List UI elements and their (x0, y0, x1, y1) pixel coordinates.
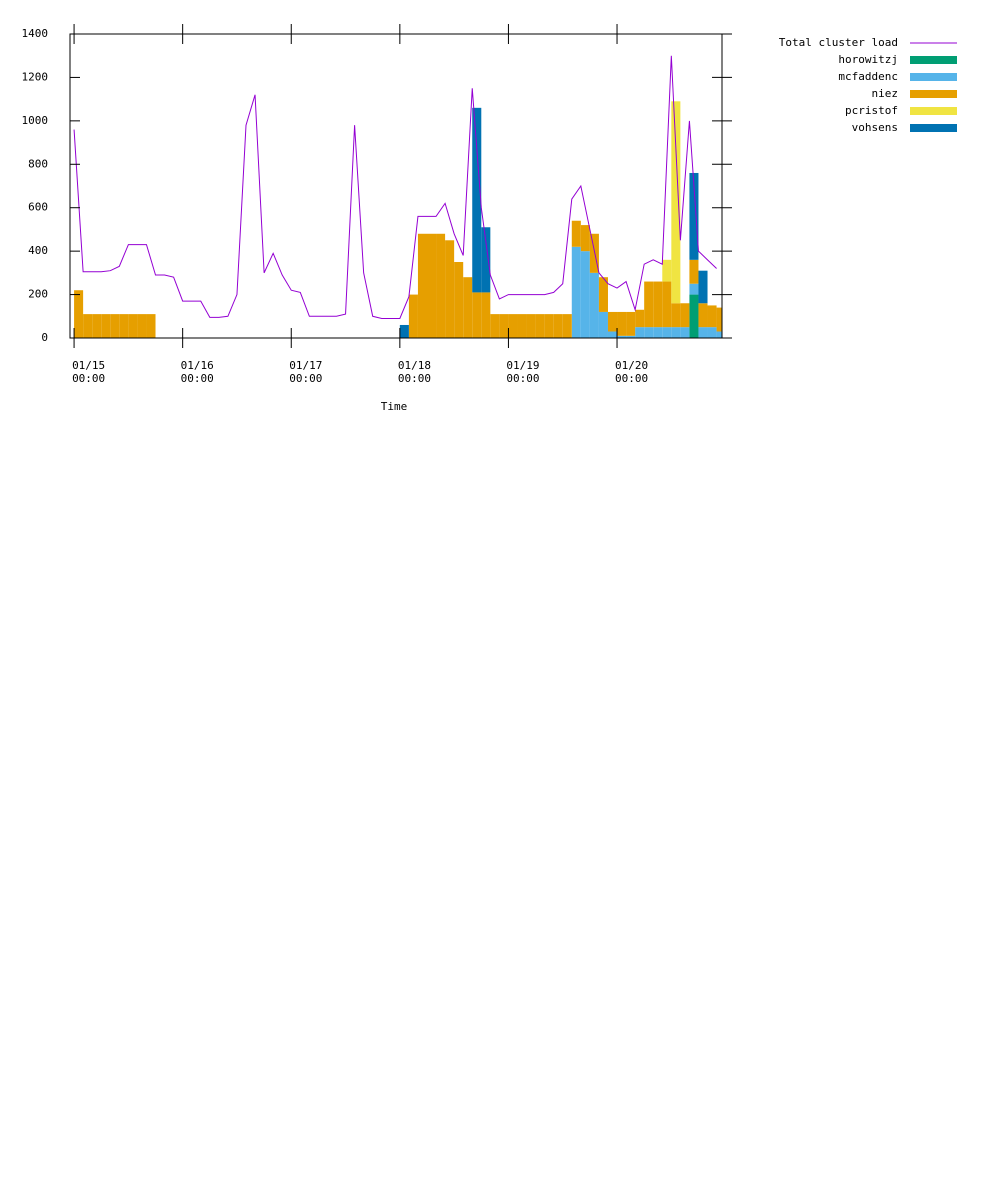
legend-label: Total cluster load (779, 36, 898, 49)
x-axis-label: Time (381, 400, 408, 413)
legend-label: niez (872, 87, 899, 100)
x-tick-label: 01/19 00:00 (506, 359, 540, 385)
area-step (698, 270, 708, 304)
area-step (689, 259, 699, 284)
area-step (671, 303, 681, 328)
total-line (73, 55, 717, 319)
area-step (445, 240, 455, 338)
area-step (580, 251, 590, 338)
area-step (707, 327, 717, 338)
area-step (472, 292, 482, 338)
legend-swatch (910, 73, 957, 81)
area-step (689, 172, 699, 260)
area-step (644, 281, 654, 328)
area-step (517, 314, 527, 338)
area-step (644, 327, 654, 338)
y-tick-label: 0 (41, 331, 48, 344)
y-tick-label: 800 (28, 157, 48, 170)
area-step (526, 314, 536, 338)
area-step (662, 281, 672, 328)
area-step (662, 259, 672, 282)
area-step (544, 314, 554, 338)
y-tick-label: 400 (28, 244, 48, 257)
area-step (653, 281, 663, 328)
area-step (101, 314, 111, 338)
area-step (472, 107, 482, 293)
area-step (92, 314, 102, 338)
area-step (689, 294, 699, 338)
area-step (74, 290, 84, 338)
area-step (607, 311, 618, 332)
area-step (481, 227, 491, 293)
area-step (499, 314, 509, 338)
area-step (128, 314, 138, 338)
y-tick-label: 1400 (22, 27, 49, 40)
x-tick-label: 01/15 00:00 (72, 359, 106, 385)
area-step (671, 327, 681, 338)
area-step (617, 335, 627, 338)
area-step (490, 314, 500, 338)
y-tick-label: 1000 (22, 114, 49, 127)
area-step (589, 272, 599, 338)
area-step (426, 233, 437, 338)
area-step (716, 307, 722, 332)
area-step (635, 309, 645, 328)
area-step (607, 331, 618, 338)
area-step (436, 233, 446, 338)
area-step (110, 314, 120, 338)
area-step (680, 303, 690, 328)
y-tick-label: 600 (28, 201, 48, 214)
area-step (698, 303, 708, 328)
legend-label: vohsens (852, 121, 898, 134)
area-step (399, 324, 409, 338)
area-step (463, 277, 473, 338)
x-tick-label: 01/17 00:00 (289, 359, 323, 385)
y-tick-label: 1200 (22, 70, 49, 83)
area-step (454, 262, 464, 338)
area-step (562, 314, 572, 338)
area-step (680, 327, 690, 338)
legend-swatch (910, 56, 957, 64)
area-step (617, 311, 627, 336)
area-step (508, 314, 518, 338)
area-step (553, 314, 563, 338)
plot-border (69, 33, 723, 339)
area-step (671, 101, 681, 304)
x-tick-label: 01/16 00:00 (180, 359, 214, 385)
areas (74, 101, 722, 338)
area-step (653, 327, 663, 338)
legend-label: horowitzj (838, 53, 898, 66)
area-step (481, 292, 491, 338)
legend-label: pcristof (845, 104, 898, 117)
area-step (417, 233, 427, 338)
x-tick-label: 01/20 00:00 (615, 359, 649, 385)
area-step (83, 314, 93, 338)
area-step (626, 311, 636, 336)
area-step (698, 327, 708, 338)
legend-swatch (910, 107, 957, 115)
area-step (571, 220, 581, 247)
area-step (689, 283, 699, 295)
area-step (716, 331, 722, 338)
area-step (146, 314, 156, 338)
area-step (635, 327, 645, 338)
x-tick-label: 01/18 00:00 (397, 359, 431, 385)
legend-label: mcfaddenc (838, 70, 898, 83)
area-step (408, 294, 418, 338)
area-step (571, 246, 581, 338)
area-step (707, 305, 717, 328)
area-step (119, 314, 129, 338)
area-step (535, 314, 545, 338)
legend-swatch (910, 90, 957, 98)
area-step (137, 314, 147, 338)
y-tick-label: 200 (28, 288, 48, 301)
area-step (662, 327, 672, 338)
area-step (626, 335, 636, 338)
legend-swatch (910, 124, 957, 132)
area-step (598, 311, 608, 338)
area-step (598, 277, 608, 312)
area-step (580, 225, 590, 252)
